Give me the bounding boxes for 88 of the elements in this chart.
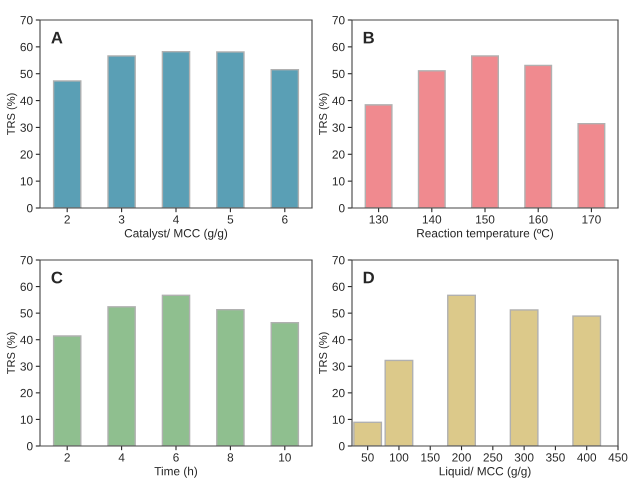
bar (270, 322, 300, 446)
y-tick-label: 0 (26, 442, 33, 450)
y-tick-label: 30 (20, 362, 33, 371)
text: C (52, 272, 62, 284)
y-tick-label: 10 (20, 415, 33, 424)
bar (162, 294, 190, 446)
y-tick-label: 40 (20, 96, 33, 105)
y-tick-label: 60 (332, 282, 345, 291)
x-axis-title: Catalyst/ MCC (g/g) (124, 228, 228, 240)
y-axis-title: TRS (%) (6, 332, 18, 374)
x-tick-label: 250 (484, 453, 502, 462)
y-axis-title: TRS (%) (318, 93, 330, 136)
bar (52, 335, 82, 446)
bar (270, 68, 300, 208)
y-tick-label: 40 (20, 336, 33, 344)
x-tick-label: 150 (421, 453, 440, 462)
bar (162, 50, 190, 208)
bar (353, 422, 382, 446)
x-tick-label: 10 (279, 453, 291, 462)
y-tick-label: 70 (20, 256, 33, 264)
bar (216, 51, 245, 208)
x-tick-label: 200 (452, 453, 471, 462)
y-tick-label: 10 (20, 177, 33, 186)
x-tick-label: 160 (529, 215, 548, 224)
x-tick-label: 170 (582, 215, 601, 224)
text: A (51, 32, 62, 44)
y-tick-label: 0 (338, 204, 345, 212)
x-tick-label: 300 (514, 453, 534, 462)
x-tick-label: 8 (228, 453, 234, 462)
y-tick-label: 60 (20, 282, 33, 291)
y-tick-label: 10 (332, 415, 345, 424)
x-tick-label: 4 (118, 453, 125, 462)
y-axis-title: TRS (%) (318, 332, 330, 374)
x-tick-label: 350 (546, 453, 565, 462)
y-tick-label: 10 (332, 177, 345, 186)
x-tick-label: 140 (422, 215, 442, 224)
bar (107, 306, 136, 446)
y-tick-label: 50 (20, 70, 33, 78)
bar (216, 308, 245, 446)
y-tick-label: 30 (20, 123, 33, 132)
bar (447, 294, 476, 446)
y-tick-label: 20 (332, 150, 345, 159)
y-tick-label: 70 (20, 16, 33, 24)
x-tick-label: 100 (390, 453, 408, 462)
bar (52, 80, 82, 208)
bar (418, 70, 446, 208)
y-tick-label: 20 (332, 388, 345, 398)
y-tick-label: 50 (20, 309, 33, 318)
x-tick-label: 6 (282, 215, 288, 224)
bar (524, 64, 552, 208)
y-tick-label: 20 (20, 388, 33, 398)
y-tick-label: 30 (332, 362, 345, 371)
x-tick-label: 400 (577, 453, 596, 462)
x-axis-title: Reaction temperature (ºC) (417, 228, 554, 240)
x-tick-label: 3 (118, 215, 124, 224)
y-tick-label: 40 (332, 336, 345, 344)
x-tick-label: 50 (362, 453, 374, 462)
y-tick-label: 0 (338, 442, 345, 450)
text: D (364, 272, 374, 284)
y-tick-label: 70 (332, 16, 345, 24)
bar (471, 55, 499, 208)
bar (572, 315, 602, 446)
x-tick-label: 4 (172, 215, 179, 224)
y-tick-label: 30 (332, 123, 345, 132)
bar (510, 309, 539, 446)
x-tick-label: 130 (370, 215, 388, 224)
y-tick-label: 20 (20, 150, 33, 159)
bar (384, 360, 414, 446)
x-tick-label: 6 (173, 453, 179, 462)
bar (364, 104, 393, 208)
y-tick-label: 70 (332, 256, 345, 264)
y-tick-label: 60 (20, 42, 33, 52)
x-axis-title: Time (h) (154, 466, 198, 478)
x-tick-label: 450 (608, 453, 628, 462)
x-tick-label: 150 (476, 215, 494, 224)
y-tick-label: 50 (332, 309, 345, 318)
x-tick-label: 5 (228, 215, 234, 224)
y-tick-label: 60 (332, 42, 345, 52)
y-axis-title: TRS (%) (6, 93, 18, 136)
text: B (364, 32, 374, 44)
y-tick-label: 50 (332, 70, 345, 78)
bar (577, 122, 606, 208)
y-tick-label: 0 (26, 204, 33, 212)
x-tick-label: 2 (64, 453, 70, 462)
x-tick-label: 2 (64, 215, 70, 224)
y-tick-label: 40 (332, 96, 345, 105)
x-axis-title: Liquid/ MCC (g/g) (440, 466, 531, 478)
bar (107, 55, 136, 208)
